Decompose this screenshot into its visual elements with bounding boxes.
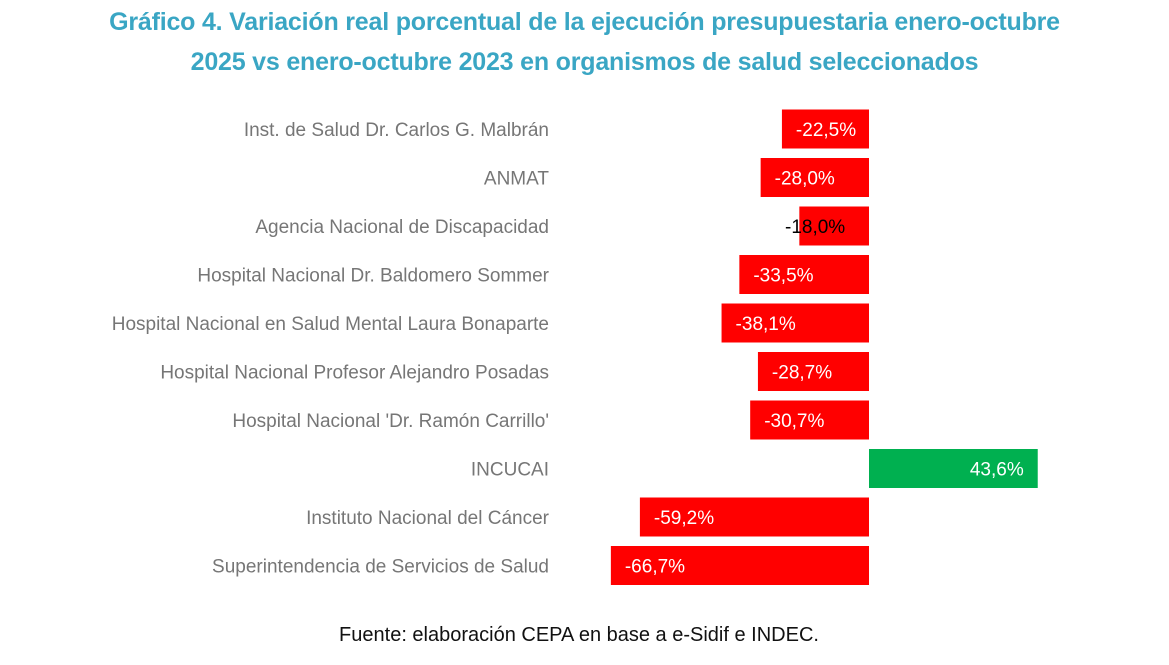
data-label: -28,0% [775,169,835,190]
bar [739,255,869,294]
data-label: -66,7% [625,557,685,578]
bar [610,546,869,585]
data-label: -28,7% [772,363,832,384]
category-label: Hospital Nacional Profesor Alejandro Pos… [160,363,549,384]
chart-title-line-1: Gráfico 4. Variación real porcentual de … [109,8,1060,36]
bar [760,158,869,197]
category-label: Inst. de Salud Dr. Carlos G. Malbrán [244,120,549,141]
data-label: -30,7% [764,411,824,432]
bar [721,303,869,343]
bar [869,449,1038,488]
chart-title-line-2: 2025 vs enero-octubre 2023 en organismos… [190,48,979,76]
category-label: INCUCAI [471,460,549,481]
category-label: Agencia Nacional de Discapacidad [255,217,549,238]
bar [750,400,869,440]
bar [757,352,869,391]
bar [639,497,869,537]
category-label: ANMAT [484,169,549,190]
category-label: Hospital Nacional 'Dr. Ramón Carrillo' [232,411,549,432]
bar [799,206,869,246]
data-label: -38,1% [736,314,796,335]
data-label: -22,5% [796,120,856,141]
data-label: -59,2% [654,508,714,529]
category-label: Hospital Nacional en Salud Mental Laura … [112,314,549,335]
category-label: Instituto Nacional del Cáncer [306,508,550,529]
data-label: 43,6% [970,460,1024,481]
data-label: -33,5% [753,266,813,287]
bar [781,109,869,149]
category-label: Hospital Nacional Dr. Baldomero Sommer [197,266,549,287]
source-note: Fuente: elaboración CEPA en base a e-Sid… [339,624,819,646]
data-label: -18,0% [785,217,845,238]
category-label: Superintendencia de Servicios de Salud [212,557,549,578]
chart-title: Gráfico 4. Variación real porcentual de … [0,2,1169,82]
